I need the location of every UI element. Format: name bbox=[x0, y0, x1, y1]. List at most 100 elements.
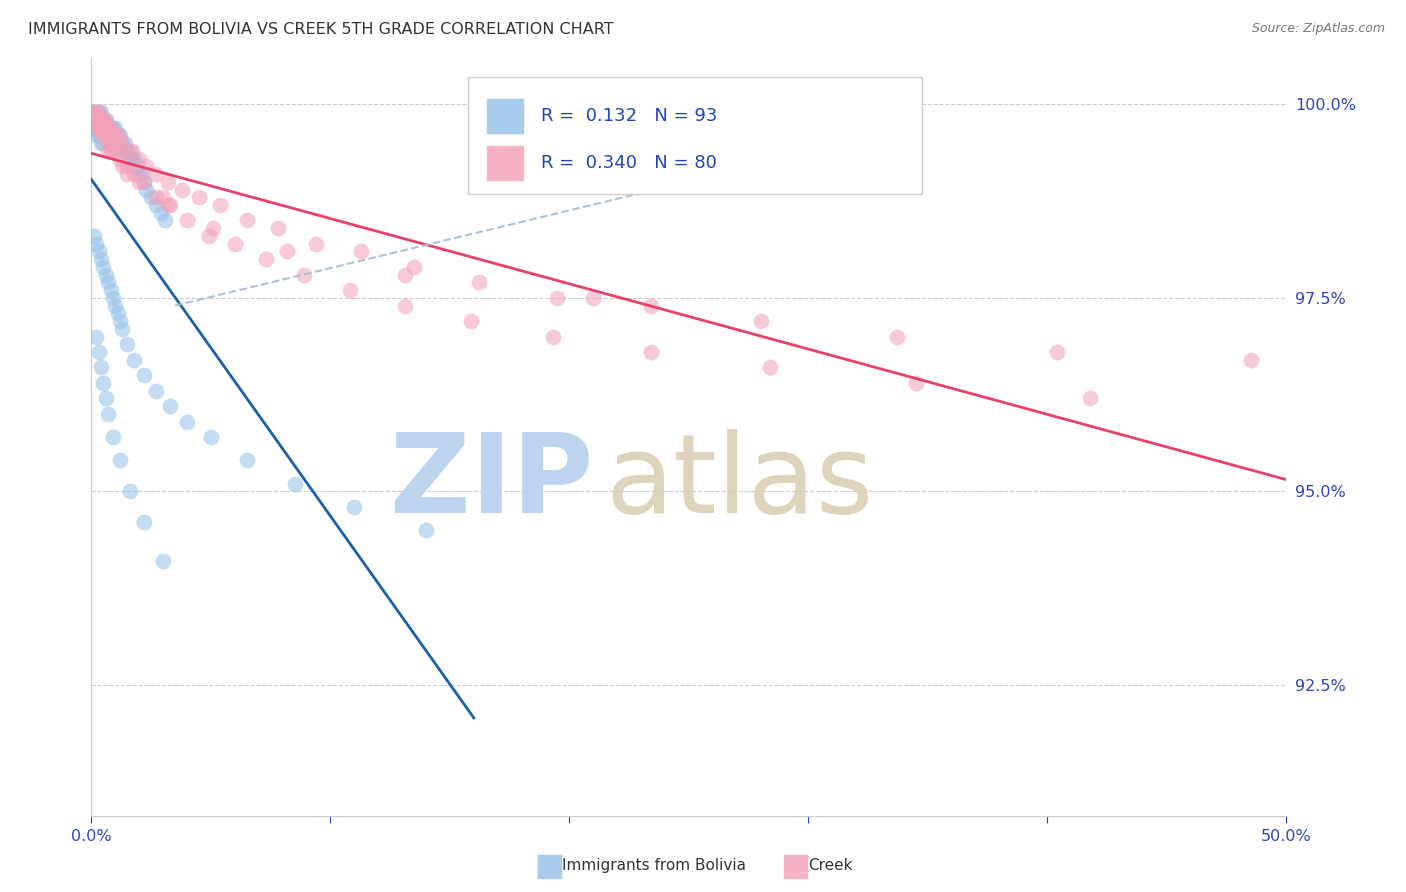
Point bbox=[114, 144, 136, 158]
Point bbox=[132, 368, 155, 383]
Point bbox=[107, 306, 129, 320]
Point bbox=[176, 415, 198, 429]
Point bbox=[87, 345, 110, 359]
Point bbox=[135, 159, 157, 173]
Point bbox=[94, 112, 117, 127]
Point bbox=[128, 152, 150, 166]
Point bbox=[84, 105, 107, 120]
Point bbox=[87, 112, 110, 127]
Point bbox=[93, 136, 114, 150]
Point bbox=[101, 430, 124, 444]
Point bbox=[149, 205, 172, 219]
Point bbox=[582, 291, 605, 305]
Point bbox=[84, 105, 107, 120]
Point bbox=[121, 144, 143, 158]
Point bbox=[90, 112, 112, 127]
Point bbox=[200, 430, 222, 444]
Point bbox=[94, 128, 117, 143]
Point bbox=[97, 120, 120, 135]
Point bbox=[101, 128, 124, 143]
Point bbox=[132, 515, 155, 529]
Point bbox=[83, 228, 105, 243]
Point bbox=[339, 283, 361, 297]
Point bbox=[276, 244, 298, 259]
Point bbox=[209, 198, 232, 212]
Point bbox=[115, 167, 138, 181]
Point bbox=[141, 190, 162, 204]
Point bbox=[284, 476, 307, 491]
Point bbox=[90, 112, 112, 127]
Point bbox=[394, 299, 416, 313]
Point bbox=[104, 128, 127, 143]
Point bbox=[159, 399, 181, 413]
Point bbox=[94, 120, 117, 135]
Point bbox=[87, 105, 110, 120]
Point bbox=[97, 407, 120, 421]
Point bbox=[93, 120, 114, 135]
Point bbox=[84, 112, 107, 127]
Text: atlas: atlas bbox=[605, 429, 873, 536]
Point bbox=[87, 128, 110, 143]
Point bbox=[87, 120, 110, 135]
Point bbox=[90, 360, 112, 375]
Point bbox=[905, 376, 928, 390]
Point bbox=[115, 144, 138, 158]
Point bbox=[97, 136, 120, 150]
Point bbox=[202, 221, 225, 235]
Point bbox=[118, 484, 141, 499]
Text: R =  0.132   N = 93: R = 0.132 N = 93 bbox=[541, 107, 717, 125]
Point bbox=[749, 314, 772, 328]
Text: Source: ZipAtlas.com: Source: ZipAtlas.com bbox=[1251, 22, 1385, 36]
Point bbox=[93, 112, 114, 127]
Point bbox=[108, 152, 131, 166]
Point bbox=[145, 167, 167, 181]
Point bbox=[121, 152, 143, 166]
Point bbox=[93, 128, 114, 143]
Point bbox=[87, 120, 110, 135]
Point bbox=[90, 128, 112, 143]
Point bbox=[305, 236, 328, 251]
Point bbox=[101, 120, 124, 135]
Point bbox=[93, 128, 114, 143]
Point bbox=[640, 299, 662, 313]
Point bbox=[90, 252, 112, 267]
Point bbox=[111, 159, 134, 173]
Point bbox=[90, 120, 112, 135]
Point bbox=[90, 105, 112, 120]
Point bbox=[187, 190, 211, 204]
Point bbox=[394, 268, 416, 282]
Point bbox=[111, 136, 134, 150]
Point bbox=[90, 136, 112, 150]
Point bbox=[467, 276, 489, 290]
Text: Immigrants from Bolivia: Immigrants from Bolivia bbox=[562, 858, 747, 872]
Point bbox=[128, 175, 150, 189]
Point bbox=[415, 523, 437, 537]
Point bbox=[100, 128, 122, 143]
FancyBboxPatch shape bbox=[486, 97, 524, 134]
Point bbox=[155, 213, 177, 227]
Point bbox=[93, 260, 114, 274]
Point bbox=[640, 345, 662, 359]
Point bbox=[94, 120, 117, 135]
Point bbox=[118, 144, 141, 158]
Point bbox=[84, 112, 107, 127]
Point bbox=[541, 329, 564, 343]
Point bbox=[197, 228, 219, 243]
Point bbox=[83, 120, 105, 135]
Point bbox=[111, 322, 134, 336]
Point bbox=[131, 167, 153, 181]
Point bbox=[101, 128, 124, 143]
Point bbox=[108, 314, 131, 328]
Text: Creek: Creek bbox=[808, 858, 853, 872]
Point bbox=[460, 314, 482, 328]
Point bbox=[759, 360, 782, 375]
Point bbox=[156, 198, 179, 212]
Text: ZIP: ZIP bbox=[389, 429, 593, 536]
Point bbox=[87, 105, 110, 120]
Point bbox=[104, 299, 127, 313]
Point bbox=[267, 221, 290, 235]
Point bbox=[100, 120, 122, 135]
Point bbox=[87, 120, 110, 135]
Point bbox=[90, 120, 112, 135]
Point bbox=[101, 136, 124, 150]
